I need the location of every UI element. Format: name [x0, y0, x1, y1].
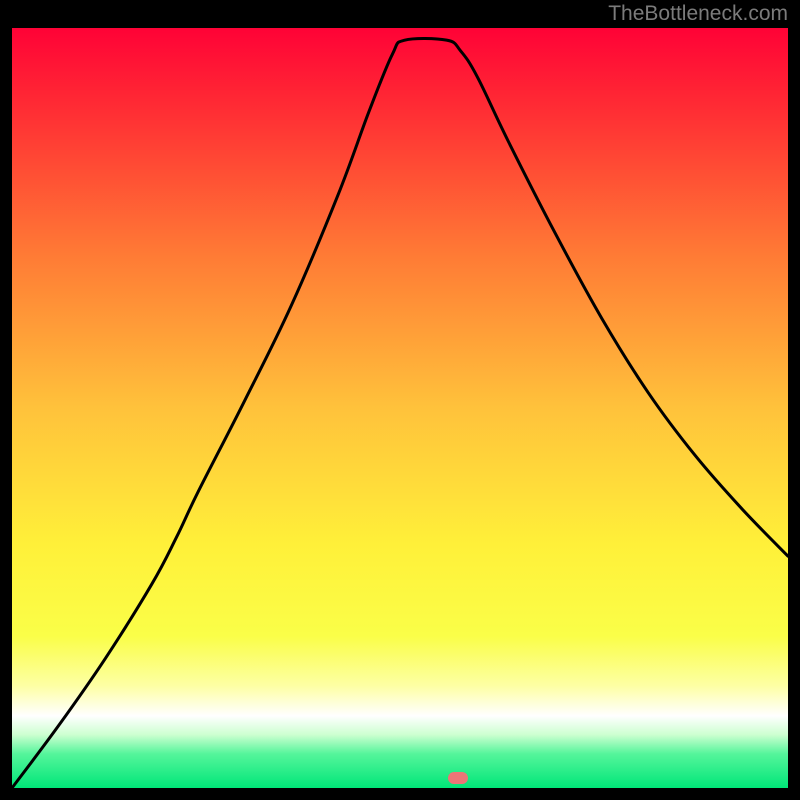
plot-area	[12, 28, 788, 788]
chart-frame: TheBottleneck.com	[0, 0, 800, 800]
watermark-text: TheBottleneck.com	[608, 2, 788, 26]
bottleneck-curve	[12, 28, 788, 788]
optimum-marker	[448, 772, 468, 784]
